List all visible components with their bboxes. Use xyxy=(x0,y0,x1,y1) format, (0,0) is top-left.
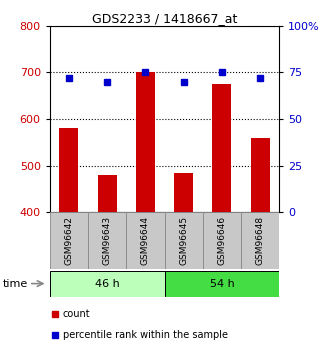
Text: GSM96648: GSM96648 xyxy=(256,216,265,265)
Text: percentile rank within the sample: percentile rank within the sample xyxy=(63,330,228,339)
Bar xyxy=(59,128,78,212)
Bar xyxy=(136,72,155,212)
Bar xyxy=(212,84,231,212)
Text: GSM96642: GSM96642 xyxy=(65,216,74,265)
Bar xyxy=(241,212,279,269)
Text: 46 h: 46 h xyxy=(95,279,119,289)
Text: time: time xyxy=(3,279,29,288)
Bar xyxy=(203,212,241,269)
Bar xyxy=(50,212,88,269)
Text: GSM96645: GSM96645 xyxy=(179,216,188,265)
Bar xyxy=(50,271,164,297)
Bar xyxy=(174,172,193,212)
Bar xyxy=(164,212,203,269)
Title: GDS2233 / 1418667_at: GDS2233 / 1418667_at xyxy=(92,12,237,25)
Bar xyxy=(88,212,126,269)
Text: GSM96646: GSM96646 xyxy=(217,216,226,265)
Text: GSM96644: GSM96644 xyxy=(141,216,150,265)
Bar xyxy=(164,271,279,297)
Text: GSM96643: GSM96643 xyxy=(103,216,112,265)
Bar xyxy=(251,138,270,212)
Text: count: count xyxy=(63,309,90,319)
Bar xyxy=(126,212,164,269)
Bar xyxy=(98,175,117,212)
Text: 54 h: 54 h xyxy=(210,279,234,289)
